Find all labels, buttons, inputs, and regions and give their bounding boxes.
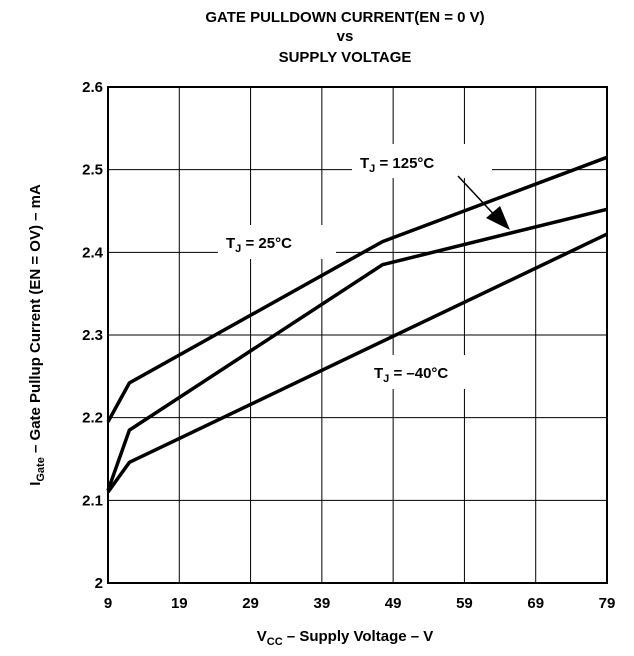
y-tick-label: 2.4	[82, 244, 104, 261]
x-tick-label: 69	[527, 595, 544, 612]
chart-title-line-2: vs	[337, 28, 354, 45]
y-axis-ticks: 2 2.1 2.2 2.3 2.4 2.5 2.6	[82, 79, 104, 592]
x-tick-label: 9	[104, 595, 112, 612]
series-line-0	[106, 155, 608, 423]
series-group	[106, 155, 608, 494]
x-tick-label: 79	[599, 595, 616, 612]
y-tick-label: 2.6	[82, 79, 103, 96]
y-axis-label: IGate – Gate Pullup Current (EN = OV) – …	[27, 184, 47, 486]
annotation-minus40c-label: TJ = –40°C	[374, 365, 448, 385]
chart-title-line-3: SUPPLY VOLTAGE	[279, 49, 412, 66]
y-tick-label: 2.1	[82, 492, 103, 509]
plot-frame	[107, 86, 608, 584]
series-line-1	[106, 207, 608, 491]
x-tick-label: 59	[456, 595, 473, 612]
y-tick-label: 2.3	[82, 327, 103, 344]
x-tick-label: 29	[242, 595, 259, 612]
y-tick-label: 2	[95, 575, 103, 592]
annotation-25c-label: TJ = 25°C	[226, 235, 292, 255]
x-axis-label: VCC – Supply Voltage – V	[257, 628, 434, 648]
x-tick-label: 19	[171, 595, 188, 612]
annotation-125c-arrowhead	[486, 206, 510, 230]
chart-title: GATE PULLDOWN CURRENT(EN = 0 V) vs SUPPL…	[205, 9, 484, 66]
series-line-2	[106, 232, 608, 494]
chart-title-line-1: GATE PULLDOWN CURRENT(EN = 0 V)	[205, 9, 484, 26]
x-tick-label: 49	[385, 595, 402, 612]
annotation-125c-label: TJ = 125°C	[360, 155, 434, 175]
annotation-25c: TJ = 25°C	[218, 225, 336, 259]
y-tick-label: 2.5	[82, 162, 103, 179]
x-tick-label: 39	[314, 595, 331, 612]
x-axis-ticks: 9 19 29 39 49 59 69 79	[104, 595, 616, 612]
y-tick-label: 2.2	[82, 410, 103, 427]
annotation-125c: TJ = 125°C	[352, 144, 510, 230]
annotation-minus40c: TJ = –40°C	[366, 355, 504, 389]
